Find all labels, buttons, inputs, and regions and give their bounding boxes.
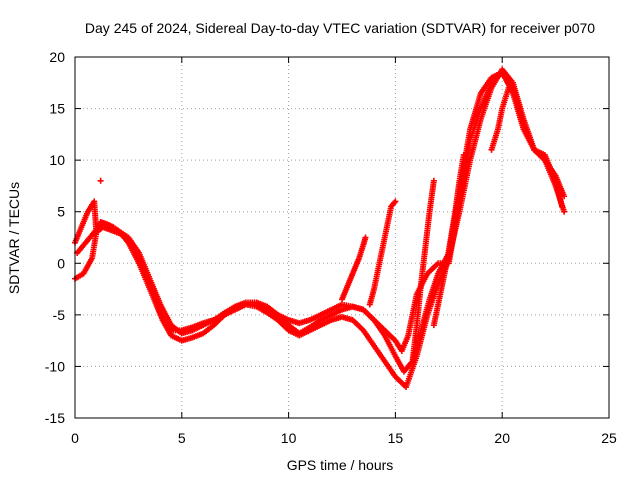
- y-tick-label: -5: [53, 307, 66, 323]
- x-tick-label: 5: [178, 430, 186, 446]
- chart-title: Day 245 of 2024, Sidereal Day-to-day VTE…: [85, 20, 595, 36]
- data-point: [505, 84, 512, 91]
- x-tick-label: 20: [494, 430, 510, 446]
- series-rise-16: [409, 177, 437, 365]
- series-isolated-1: [97, 177, 104, 184]
- y-tick-label: 15: [49, 101, 65, 117]
- axis-ticks: 0 5 10 15 20 25 -15 -10 -5 0 5 10 15 20: [45, 49, 617, 446]
- data-point: [97, 177, 104, 184]
- x-tick-label: 0: [71, 430, 79, 446]
- series-track-2: [72, 66, 568, 391]
- y-tick-label: -10: [45, 358, 65, 374]
- y-tick-label: -15: [45, 410, 65, 426]
- data-point: [460, 151, 467, 158]
- y-tick-label: 0: [57, 255, 65, 271]
- data-point: [561, 208, 568, 215]
- y-axis-label: SDTVAR / TECUs: [6, 182, 22, 294]
- data-markers: [72, 66, 568, 391]
- series-rise-12.5: [339, 234, 369, 303]
- x-tick-label: 15: [388, 430, 404, 446]
- series-rise-17: [430, 151, 467, 329]
- x-tick-label: 25: [601, 430, 617, 446]
- plot-frame: [74, 56, 610, 419]
- data-point: [561, 193, 568, 200]
- series-tail-19: [488, 84, 512, 153]
- grid-lines: [75, 57, 609, 418]
- data-point: [392, 198, 399, 205]
- x-tick-label: 10: [281, 430, 297, 446]
- y-tick-label: 10: [49, 152, 65, 168]
- data-point: [362, 234, 369, 241]
- series-track-3: [74, 69, 568, 375]
- series-rise-13.8: [366, 198, 399, 308]
- data-point: [430, 177, 437, 184]
- x-axis-label: GPS time / hours: [287, 457, 394, 473]
- y-tick-label: 20: [49, 49, 65, 65]
- y-tick-label: 5: [57, 204, 65, 220]
